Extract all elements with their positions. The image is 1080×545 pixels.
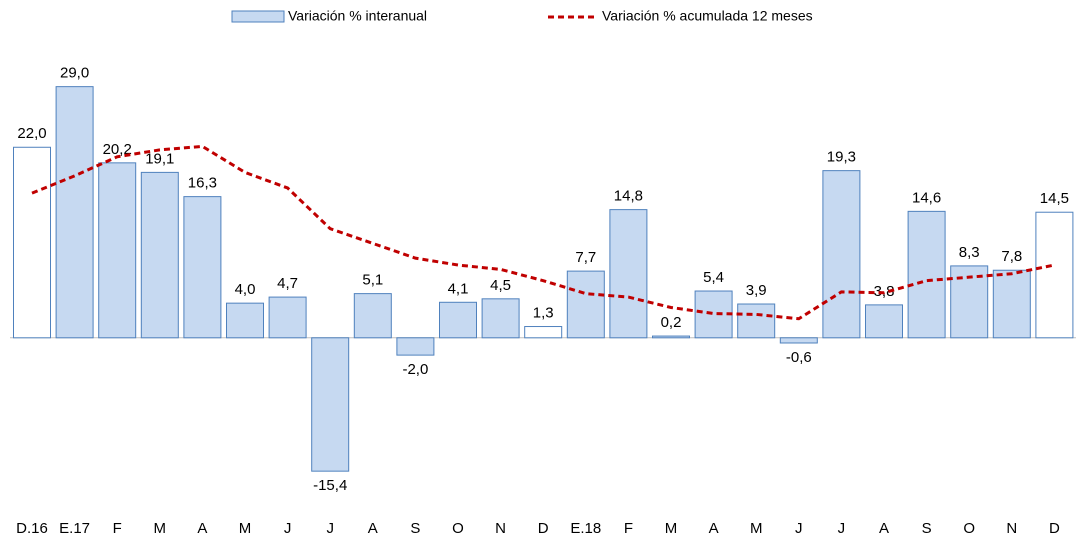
- legend-bar-icon: [231, 10, 285, 23]
- data-label: 20,2: [103, 141, 132, 158]
- bar: [566, 270, 605, 339]
- x-tick-label: S: [922, 520, 932, 537]
- data-label: 7,7: [575, 249, 596, 266]
- bar: [822, 170, 861, 339]
- x-tick-label: M: [239, 520, 252, 537]
- x-tick-label: O: [963, 520, 975, 537]
- x-tick-label: J: [326, 520, 334, 537]
- data-label: 14,8: [614, 188, 643, 205]
- x-tick-label: J: [795, 520, 803, 537]
- bar: [737, 303, 776, 339]
- x-tick-label: D: [538, 520, 549, 537]
- data-label: -2,0: [402, 361, 428, 378]
- x-tick-label: J: [284, 520, 292, 537]
- x-tick-label: F: [113, 520, 122, 537]
- data-label: 4,7: [277, 275, 298, 292]
- x-tick-label: M: [665, 520, 678, 537]
- data-label: 4,1: [448, 280, 469, 297]
- bar: [524, 326, 563, 339]
- data-label: 3,9: [746, 282, 767, 299]
- bar: [439, 301, 477, 339]
- data-label: 19,3: [827, 149, 856, 166]
- x-tick-label: A: [197, 520, 207, 537]
- x-tick-label: E.17: [59, 520, 90, 537]
- bar: [609, 209, 648, 339]
- line: [31, 144, 1055, 321]
- bar: [779, 337, 818, 344]
- bar: [55, 86, 94, 339]
- data-label: 22,0: [17, 125, 46, 142]
- x-tick-label: M: [750, 520, 763, 537]
- bar: [865, 304, 903, 339]
- data-label: 14,5: [1040, 190, 1069, 207]
- x-tick-label: N: [495, 520, 506, 537]
- bar: [268, 296, 307, 339]
- data-label: 16,3: [188, 175, 217, 192]
- x-tick-label: O: [452, 520, 464, 537]
- data-label: 7,8: [1001, 248, 1022, 265]
- bar: [652, 335, 690, 339]
- x-tick-label: N: [1006, 520, 1017, 537]
- bar: [481, 298, 520, 339]
- legend-label: Variación % interanual: [288, 8, 427, 24]
- bar: [140, 171, 179, 339]
- bar: [13, 146, 51, 339]
- bar: [1035, 211, 1074, 339]
- bar: [907, 210, 946, 339]
- x-tick-label: M: [154, 520, 167, 537]
- bar: [98, 162, 137, 339]
- data-label: 5,1: [362, 272, 383, 289]
- data-label: 4,5: [490, 277, 511, 294]
- x-tick-label: J: [838, 520, 846, 537]
- data-label: 14,6: [912, 189, 941, 206]
- data-label: -15,4: [313, 477, 347, 494]
- x-tick-label: A: [879, 520, 889, 537]
- bar: [992, 269, 1031, 339]
- data-label: -0,6: [786, 349, 812, 366]
- x-tick-label: F: [624, 520, 633, 537]
- bar: [183, 196, 222, 339]
- x-tick-label: A: [709, 520, 719, 537]
- x-tick-label: S: [410, 520, 420, 537]
- bar: [694, 290, 733, 339]
- data-label: 19,1: [145, 150, 174, 167]
- bar: [226, 302, 264, 339]
- legend-label: Variación % acumulada 12 meses: [602, 8, 813, 24]
- x-tick-label: D.16: [16, 520, 48, 537]
- bar: [311, 337, 350, 472]
- data-label: 8,3: [959, 244, 980, 261]
- data-label: 4,0: [235, 281, 256, 298]
- x-tick-label: E.18: [570, 520, 601, 537]
- data-label: 5,4: [703, 269, 724, 286]
- data-label: 1,3: [533, 305, 554, 322]
- x-tick-label: A: [368, 520, 378, 537]
- data-label: 0,2: [661, 314, 682, 331]
- bar: [353, 293, 392, 339]
- bar: [396, 337, 435, 356]
- x-tick-label: D: [1049, 520, 1060, 537]
- data-label: 29,0: [60, 65, 89, 82]
